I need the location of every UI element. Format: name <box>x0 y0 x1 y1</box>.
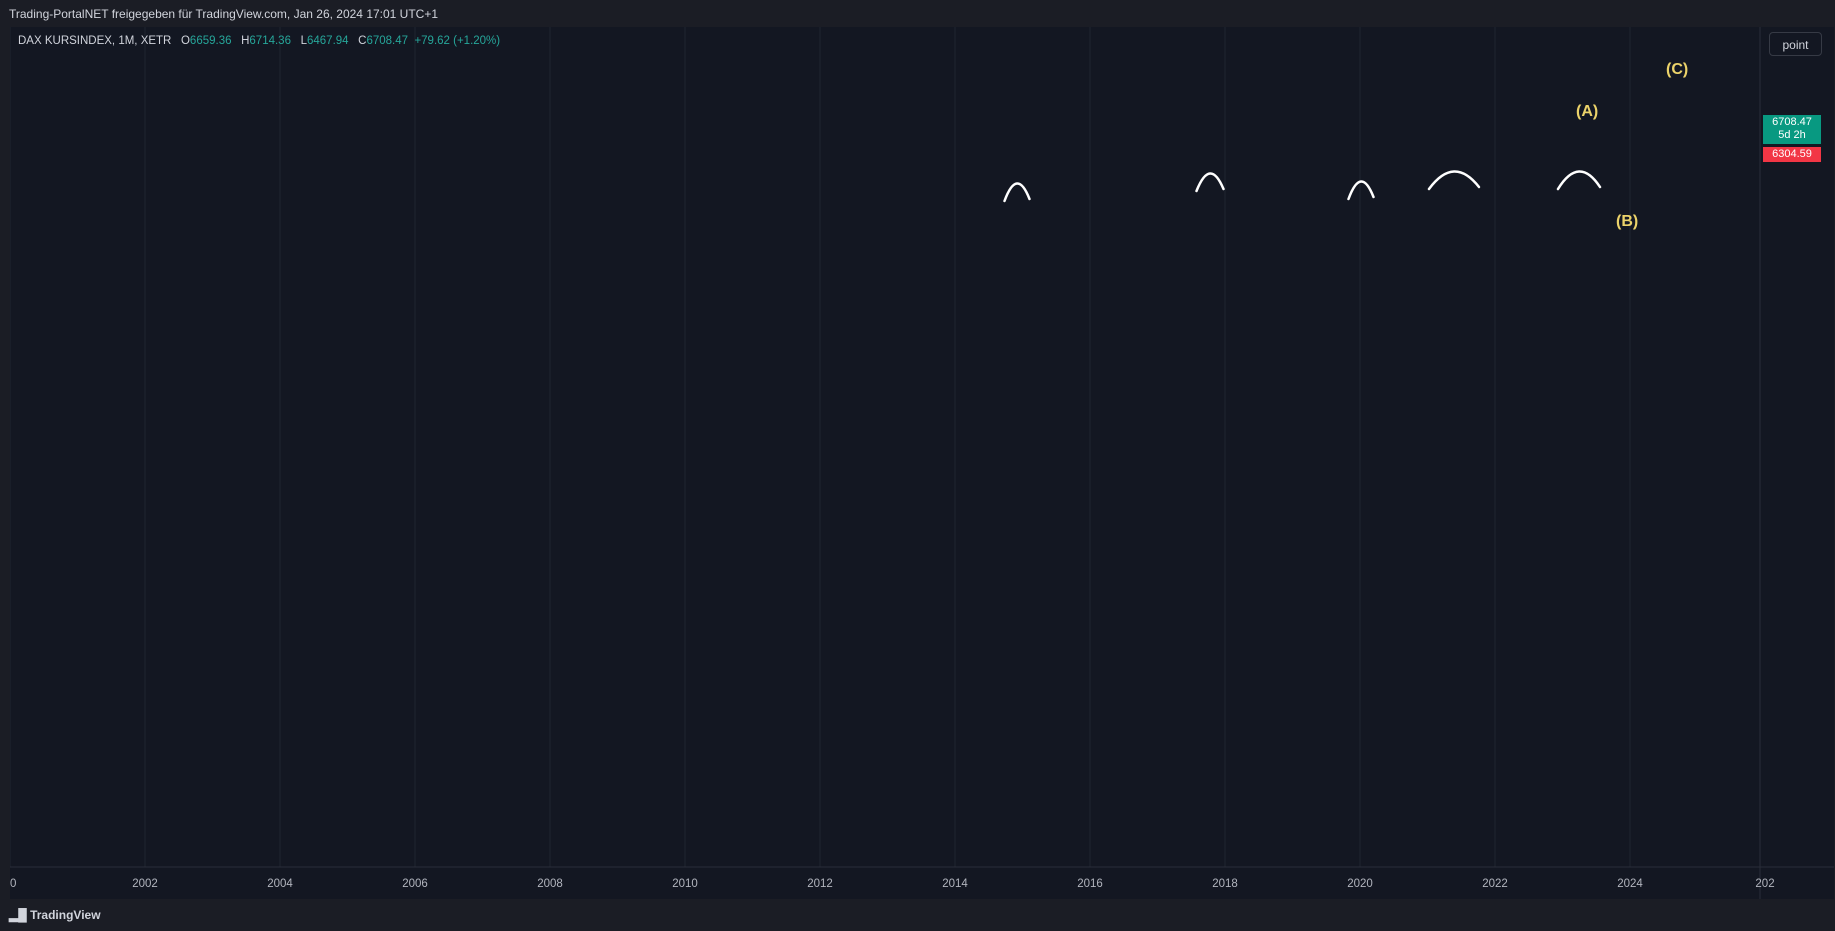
symbol-name: DAX KURSINDEX, 1M, XETR <box>18 35 172 47</box>
high-value: 6714.36 <box>249 35 291 47</box>
x-tick-label: 2024 <box>1617 878 1643 890</box>
symbol-legend: DAX KURSINDEX, 1M, XETR O6659.36 H6714.3… <box>18 35 500 47</box>
x-tick-label: 2018 <box>1212 878 1238 890</box>
top-marker-arc <box>1195 172 1225 193</box>
footer-bar <box>0 899 1835 931</box>
wave-label-b: (B) <box>1616 213 1639 230</box>
x-tick-label: 2014 <box>942 878 968 890</box>
low-label: L <box>300 35 307 47</box>
x-tick-label: 2022 <box>1482 878 1508 890</box>
x-tick-label: 2020 <box>1347 878 1373 890</box>
x-tick-label: 2012 <box>807 878 833 890</box>
tradingview-logo[interactable]: ▂█ TradingView <box>9 908 101 922</box>
close-value: 6708.47 <box>366 35 409 47</box>
time-axis: 00 2002 2004 2006 2008 2010 2012 2014 2016 2018 20… <box>10 866 1834 890</box>
open-label: O <box>180 35 190 47</box>
x-tick-label: 2002 <box>132 878 158 890</box>
top-marker-arc <box>1427 170 1481 191</box>
close-label: C <box>358 35 367 47</box>
wave-label-a: (A) <box>1576 103 1599 120</box>
top-marker-arc <box>1556 170 1602 191</box>
x-tick-label: 202 <box>1755 878 1774 890</box>
x-tick-label: 2006 <box>402 878 428 890</box>
share-header-text: Trading-PortalNET freigegeben für Tradin… <box>9 7 439 21</box>
open-value: 6659.36 <box>189 35 232 47</box>
x-tick-label: 00 <box>10 878 16 890</box>
tradingview-logo-text: TradingView <box>30 908 101 922</box>
grid <box>10 27 1766 867</box>
price-chart[interactable]: 7500.007000.006000.005600.005200.004800.… <box>10 27 1834 899</box>
last-price-value: 6708.47 <box>1772 116 1812 128</box>
top-marker-arc <box>1347 180 1375 201</box>
wave-label-c: (C) <box>1666 61 1689 78</box>
price-axis-bg <box>1760 27 1834 899</box>
change-value: +79.62 (+1.20%) <box>414 35 501 47</box>
share-header: Trading-PortalNET freigegeben für Tradin… <box>0 0 1835 27</box>
low-value: 6467.94 <box>306 35 349 47</box>
x-tick-label: 2004 <box>267 878 293 890</box>
drawings <box>1003 170 1602 203</box>
tradingview-icon: ▂█ <box>9 908 31 922</box>
scale-point-button[interactable]: point <box>1769 32 1822 56</box>
top-marker-arc <box>1003 182 1031 203</box>
x-tick-label: 2008 <box>537 878 563 890</box>
price-axis: 7500.007000.006000.005600.005200.004800.… <box>1759 27 1834 899</box>
x-tick-label: 2010 <box>672 878 698 890</box>
red-line-price-tag: 6304.59 <box>1763 147 1821 162</box>
last-price-tag: 6708.47 5d 2h <box>1763 115 1821 144</box>
x-tick-label: 2016 <box>1077 878 1103 890</box>
countdown-value: 5d 2h <box>1778 129 1806 141</box>
chart-area[interactable] <box>10 27 1834 899</box>
high-label: H <box>241 35 250 47</box>
